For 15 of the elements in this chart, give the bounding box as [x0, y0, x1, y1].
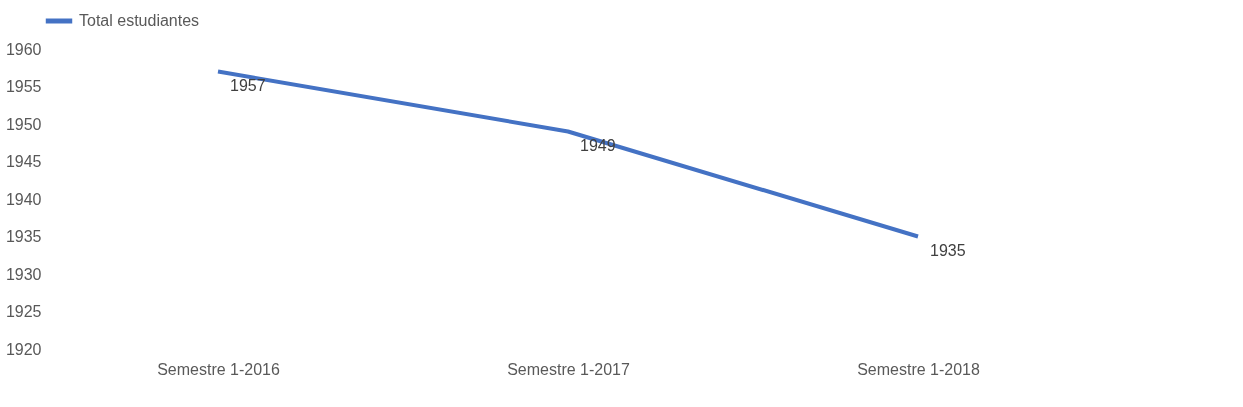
y-tick-label: 1935	[5, 228, 42, 245]
y-tick-label: 1930	[5, 265, 42, 283]
data-label: 1935	[930, 241, 966, 259]
y-tick-label: 1960	[5, 40, 42, 58]
legend-label: Total estudiantes	[79, 12, 200, 29]
y-tick-label: 1940	[5, 190, 42, 208]
x-tick-label: Semestre 1-2016	[157, 360, 280, 378]
y-tick-label: 1955	[5, 78, 42, 95]
y-tick-label: 1920	[5, 340, 42, 358]
y-tick-label: 1945	[5, 153, 42, 170]
data-label: 1957	[230, 76, 266, 94]
x-tick-label: Semestre 1-2018	[857, 360, 980, 378]
y-tick-label: 1950	[5, 115, 42, 133]
y-tick-label: 1925	[5, 303, 42, 320]
x-tick-label: Semestre 1-2017	[507, 360, 630, 378]
